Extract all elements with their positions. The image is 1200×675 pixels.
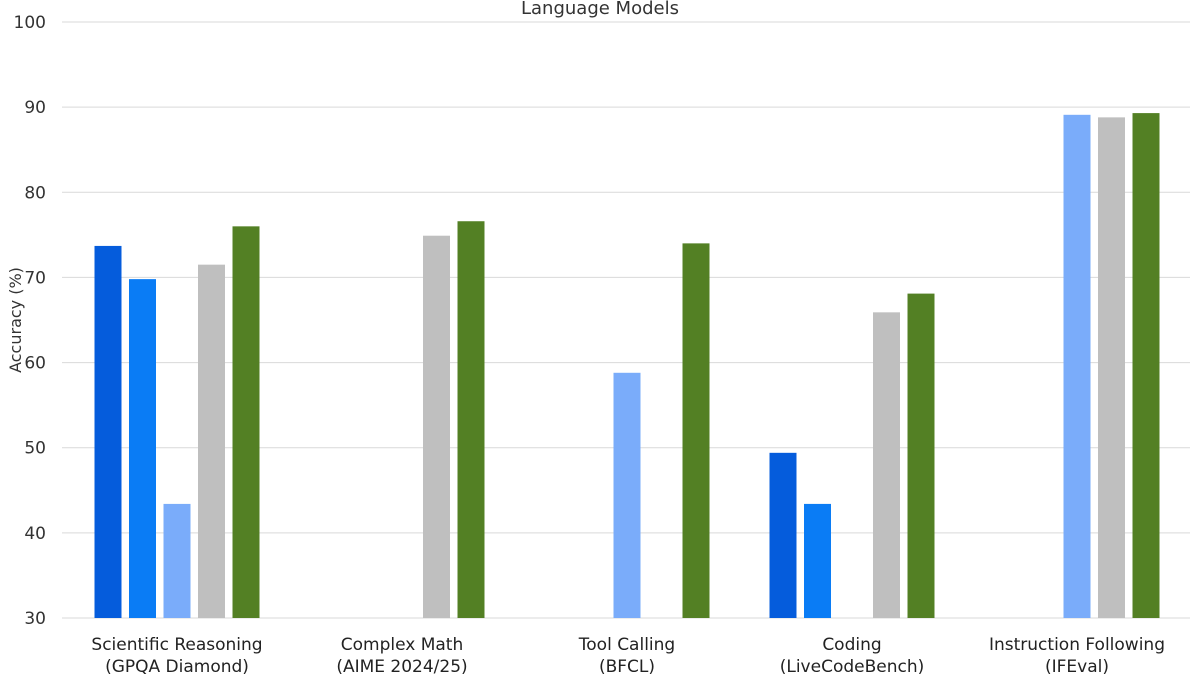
bar <box>682 243 710 618</box>
chart-title: Language Models <box>521 0 679 19</box>
bar <box>129 279 156 618</box>
x-category-label: Coding (LiveCodeBench) <box>780 635 925 675</box>
y-tick-label: 100 <box>14 13 46 33</box>
y-tick-label: 30 <box>24 609 46 629</box>
labels: 30 40 50 60 70 80 90 100 Scientific Reasoning (GP… <box>14 13 1165 675</box>
y-axis-title: Accuracy (%) <box>6 267 25 373</box>
bar <box>907 293 935 618</box>
bar <box>232 226 260 619</box>
y-tick-label: 90 <box>24 98 46 118</box>
y-tick-label: 80 <box>24 183 46 203</box>
bar <box>1098 117 1125 619</box>
x-category-label: Tool Calling (BFCL) <box>578 635 675 675</box>
bar <box>423 235 450 619</box>
bar <box>94 245 122 618</box>
bar <box>1132 113 1160 619</box>
bar <box>873 312 900 618</box>
bar <box>163 503 191 618</box>
y-tick-label: 70 <box>24 268 46 288</box>
x-category-label: Complex Math (AIME 2024/25) <box>336 635 467 675</box>
y-tick-label: 50 <box>24 439 46 459</box>
bar <box>457 221 485 618</box>
x-category-label: Scientific Reasoning (GPQA Diamond) <box>91 635 262 675</box>
bar <box>1063 114 1091 618</box>
bar <box>198 264 225 618</box>
bar <box>613 372 641 618</box>
bars <box>94 113 1160 619</box>
bar <box>804 503 831 618</box>
y-tick-label: 40 <box>24 524 46 544</box>
y-tick-label: 60 <box>24 354 46 374</box>
x-category-label: Instruction Following (IFEval) <box>989 635 1165 675</box>
bar <box>769 452 797 618</box>
